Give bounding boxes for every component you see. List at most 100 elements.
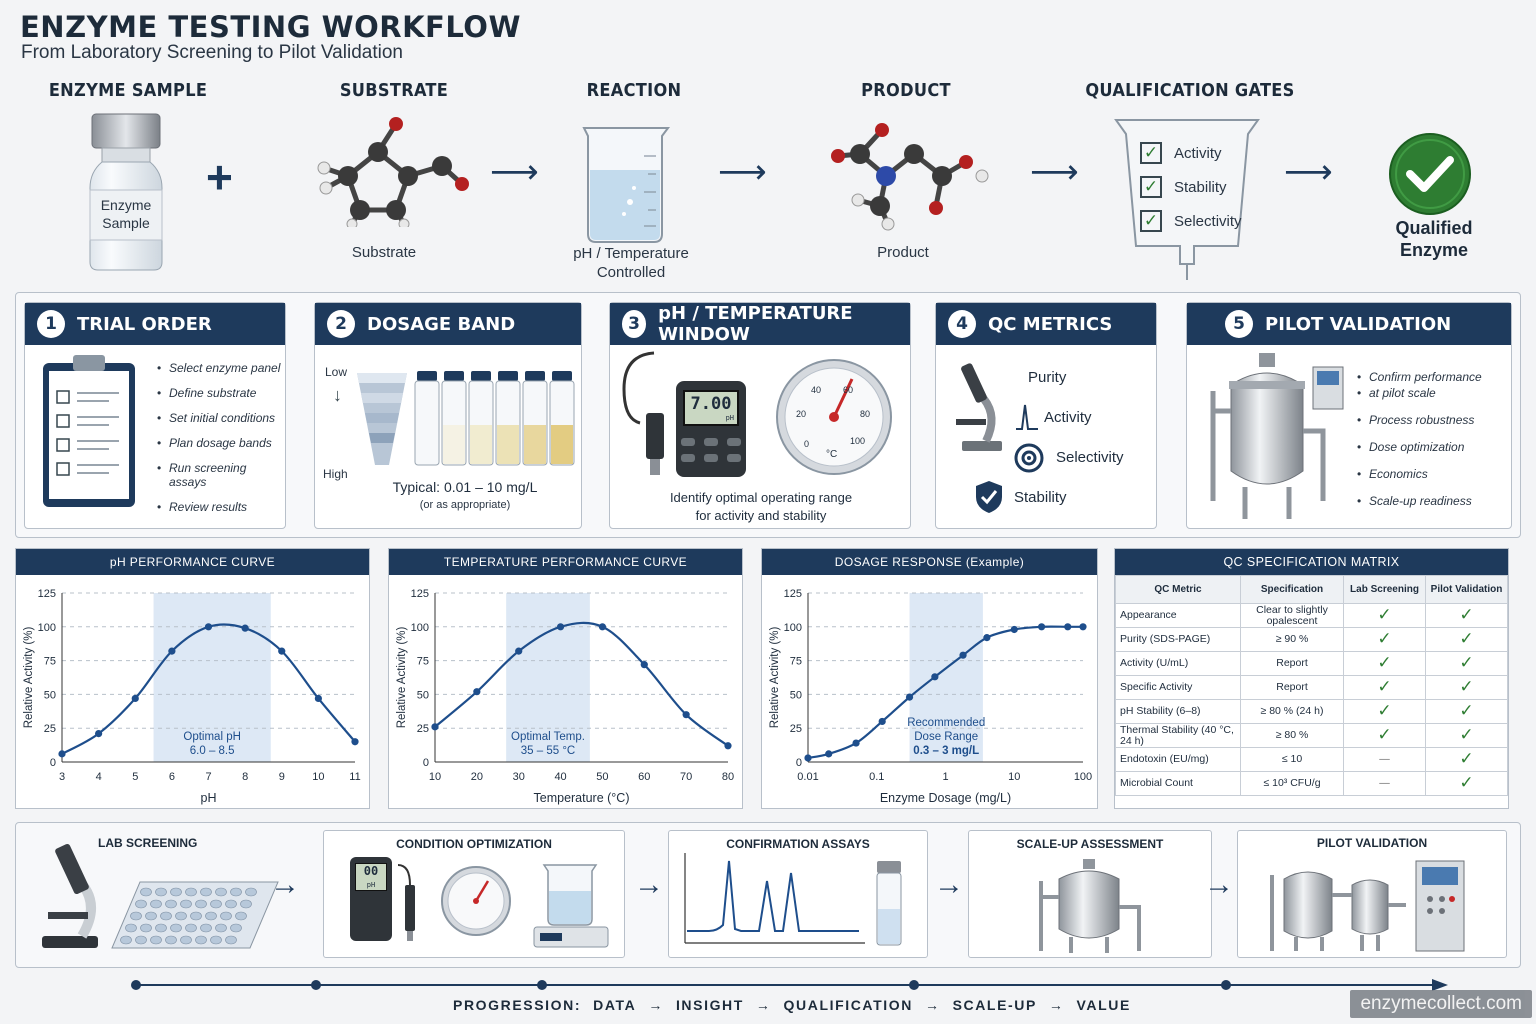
data-point bbox=[1038, 623, 1046, 631]
pilot-reactor-icon bbox=[1210, 353, 1344, 519]
step-number: 4 bbox=[948, 310, 976, 338]
x-tick-label: 0.01 bbox=[797, 771, 818, 783]
qc-matrix-panel: QC SPECIFICATION MATRIX QC Metric Specif… bbox=[1114, 548, 1509, 809]
qc-metric-item: Purity bbox=[1028, 369, 1067, 386]
step-number: 5 bbox=[1225, 310, 1253, 338]
process-step-scale-up-assessment: SCALE-UP ASSESSMENT bbox=[968, 830, 1212, 958]
flow-arrow-icon: → bbox=[934, 868, 964, 901]
data-point bbox=[640, 661, 648, 669]
x-tick-label: 70 bbox=[680, 771, 692, 783]
qualified-check-icon bbox=[1389, 133, 1471, 215]
qc-matrix-table: QC Metric Specification Lab Screening Pi… bbox=[1115, 575, 1508, 796]
y-tick-label: 125 bbox=[784, 588, 802, 600]
step-number: 2 bbox=[327, 310, 355, 338]
qc-metric-cell: Purity (SDS-PAGE) bbox=[1115, 627, 1241, 652]
gauge-tick: 60 bbox=[843, 385, 854, 395]
panel-trial-order: 1 TRIAL ORDER Select enzyme panel Define … bbox=[24, 302, 286, 529]
qc-matrix-title: QC SPECIFICATION MATRIX bbox=[1115, 549, 1508, 575]
reaction-caption-line1: pH / Temperature bbox=[573, 245, 689, 262]
chart-ph-svg: 0 25 50 75 100 125 3 4 5 6 7 8 9 10 11 pH Relative Activ… bbox=[23, 588, 361, 805]
panel-title: DOSAGE BAND bbox=[367, 313, 516, 335]
panel-title: TRIAL ORDER bbox=[77, 313, 212, 335]
qc-metric-cell: Appearance bbox=[1115, 603, 1241, 628]
process-step-lab-screening: LAB SCREENING bbox=[26, 830, 296, 958]
qc-metric-cell: Microbial Count bbox=[1115, 771, 1241, 796]
x-tick-label: 10 bbox=[312, 771, 324, 783]
qc-lab-cell: ✓ bbox=[1343, 627, 1426, 652]
window-caption-line2: for activity and stability bbox=[695, 508, 827, 523]
band-label: 35 – 55 °C bbox=[521, 745, 575, 757]
y-tick-label: 25 bbox=[790, 723, 802, 735]
qc-metric-item: Selectivity bbox=[1056, 449, 1124, 466]
y-tick-label: 75 bbox=[417, 656, 429, 668]
qc-header: Pilot Validation bbox=[1425, 575, 1508, 604]
x-tick-label: 20 bbox=[471, 771, 483, 783]
qc-row: Activity (U/mL) Report ✓ ✓ bbox=[1115, 651, 1508, 676]
x-tick-label: 50 bbox=[596, 771, 608, 783]
qc-spec-cell: ≥ 80 % bbox=[1240, 723, 1344, 748]
plus-icon: + bbox=[206, 151, 233, 203]
meter-unit: pH bbox=[366, 881, 376, 889]
gauge-tick: 40 bbox=[811, 385, 822, 395]
pilot-item: Process robustness bbox=[1357, 412, 1482, 428]
step-number: 1 bbox=[37, 310, 65, 338]
process-step-label: LAB SCREENING bbox=[98, 836, 198, 850]
x-tick-label: 8 bbox=[242, 771, 248, 783]
gauge-tick: 80 bbox=[860, 409, 871, 419]
y-tick-label: 50 bbox=[790, 689, 802, 701]
ph-probe-icon bbox=[397, 864, 415, 941]
data-point bbox=[852, 739, 860, 747]
data-point bbox=[556, 623, 565, 631]
y-tick-label: 50 bbox=[417, 689, 429, 701]
temperature-gauge-icon bbox=[441, 866, 511, 936]
data-point bbox=[878, 717, 886, 726]
qc-pilot-cell: ✓ bbox=[1425, 603, 1508, 628]
substrate-molecule-icon bbox=[317, 117, 469, 227]
data-point bbox=[168, 647, 176, 655]
ph-meter-unit: pH bbox=[725, 414, 734, 422]
stage-head-enzyme: ENZYME SAMPLE bbox=[48, 80, 208, 101]
x-tick-label: 1 bbox=[942, 771, 948, 783]
gate-stability: ✓ Stability bbox=[1140, 170, 1242, 204]
stage-head-substrate: SUBSTRATE bbox=[339, 80, 449, 101]
qc-pilot-cell: ✓ bbox=[1425, 651, 1508, 676]
optimal-band bbox=[506, 593, 590, 762]
qc-row: Specific Activity Report ✓ ✓ bbox=[1115, 675, 1508, 700]
process-step-pilot-validation: PILOT VALIDATION bbox=[1237, 830, 1507, 958]
qc-metric-cell: Endotoxin (EU/mg) bbox=[1115, 747, 1241, 772]
arrow-right-icon: → bbox=[648, 997, 664, 1013]
stage-head-product: PRODUCT bbox=[861, 80, 951, 101]
beaker-icon bbox=[582, 127, 670, 243]
qc-row: Thermal Stability (40 °C, 24 h) ≥ 80 % ✓ ✓ bbox=[1115, 723, 1508, 748]
stage-head-gates: QUALIFICATION GATES bbox=[1085, 80, 1295, 101]
chart-dosage-panel: DOSAGE RESPONSE (Example) 0 25 50 75 100 125 0… bbox=[761, 548, 1098, 809]
vial-label-line1: Enzyme bbox=[100, 197, 152, 213]
shield-check-icon bbox=[976, 481, 1002, 513]
data-point bbox=[959, 651, 967, 659]
arrow-right-icon: → bbox=[924, 997, 941, 1013]
pilot-item: Scale-up readiness bbox=[1357, 493, 1482, 509]
y-tick-label: 100 bbox=[411, 622, 429, 634]
x-tick-label: 60 bbox=[638, 771, 650, 783]
watermark: enzymecollect.com bbox=[1350, 990, 1532, 1018]
process-step-confirmation-assays: CONFIRMATION ASSAYS bbox=[668, 830, 928, 958]
qc-metric-item: Activity bbox=[1044, 409, 1092, 426]
progression-word: DATA bbox=[593, 997, 637, 1013]
process-step-condition-optimization: CONDITION OPTIMIZATION 00 pH bbox=[323, 830, 625, 958]
data-point bbox=[931, 673, 939, 681]
y-tick-label: 50 bbox=[44, 689, 56, 701]
substrate-caption: Substrate bbox=[351, 244, 417, 261]
y-axis-label: Relative Activity (%) bbox=[769, 627, 781, 729]
page-title: ENZYME TESTING WORKFLOW bbox=[20, 10, 521, 44]
step-number: 3 bbox=[622, 310, 647, 338]
checkbox-checked-icon: ✓ bbox=[1140, 176, 1162, 198]
y-axis-label: Relative Activity (%) bbox=[23, 627, 35, 729]
band-label: Optimal Temp. bbox=[511, 731, 585, 743]
y-tick-label: 100 bbox=[784, 622, 802, 634]
checkbox-checked-icon: ✓ bbox=[1140, 142, 1162, 164]
chromatogram-icon bbox=[684, 853, 865, 944]
qc-row: Microbial Count ≤ 10³ CFU/g — ✓ bbox=[1115, 771, 1508, 796]
x-tick-label: 40 bbox=[554, 771, 566, 783]
panel-title: pH / TEMPERATURE WINDOW bbox=[658, 303, 853, 345]
x-tick-label: 5 bbox=[132, 771, 138, 783]
